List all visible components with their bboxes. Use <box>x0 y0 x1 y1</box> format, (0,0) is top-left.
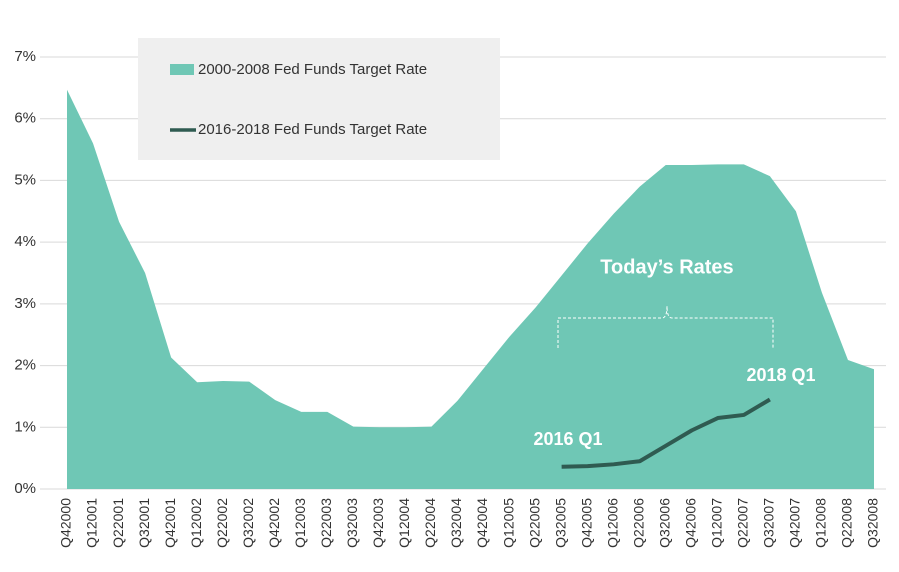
y-tick-label: 4% <box>14 233 36 250</box>
y-tick-label: 1% <box>14 418 36 435</box>
x-tick-label: Q22003 <box>318 498 334 548</box>
legend-label: 2000-2008 Fed Funds Target Rate <box>198 61 427 78</box>
x-tick-label: Q42005 <box>578 498 594 548</box>
x-tick-label: Q32001 <box>136 498 152 548</box>
x-tick-label: Q12001 <box>84 498 100 548</box>
legend-box <box>138 38 500 160</box>
x-tick-label: Q22007 <box>735 498 751 548</box>
annotation: Today’s Rates <box>600 256 733 278</box>
annotation: 2018 Q1 <box>746 365 815 385</box>
legend-label: 2016-2018 Fed Funds Target Rate <box>198 121 427 138</box>
y-tick-label: 0% <box>14 480 36 497</box>
x-tick-label: Q32005 <box>552 498 568 548</box>
y-tick-label: 6% <box>14 110 36 127</box>
x-tick-label: Q22008 <box>839 498 855 548</box>
x-tick-label: Q12004 <box>396 498 412 548</box>
x-tick-label: Q42002 <box>266 498 282 548</box>
x-tick-label: Q12007 <box>709 498 725 548</box>
x-tick-label: Q42004 <box>474 498 490 548</box>
x-tick-label: Q22001 <box>110 498 126 548</box>
y-tick-label: 2% <box>14 357 36 374</box>
x-tick-label: Q22002 <box>214 498 230 548</box>
marks <box>67 89 874 490</box>
x-tick-label: Q32007 <box>761 498 777 548</box>
area <box>67 89 874 490</box>
x-tick-label: Q12005 <box>500 498 516 548</box>
line <box>561 397 771 469</box>
y-tick-label: 7% <box>14 48 36 65</box>
x-tick-label: Q22006 <box>630 498 646 548</box>
x-tick-label: Q12006 <box>604 498 620 548</box>
y-tick-label: 5% <box>14 171 36 188</box>
x-tick-label: Q42001 <box>162 498 178 548</box>
x-tick-label: Q12003 <box>292 498 308 548</box>
x-tick-label: Q32003 <box>344 498 360 548</box>
x-tick-label: Q32008 <box>865 498 881 548</box>
x-tick-label: Q32004 <box>448 498 464 548</box>
x-tick-label: Q12008 <box>813 498 829 548</box>
x-tick-label: Q32002 <box>240 498 256 548</box>
x-tick-label: Q42003 <box>370 498 386 548</box>
x-tick-label: Q22005 <box>526 498 542 548</box>
legend-swatch <box>170 64 194 75</box>
bracket <box>557 305 774 348</box>
x-tick-label: Q42007 <box>787 498 803 548</box>
x-tick-label: Q42006 <box>682 498 698 548</box>
y-tick-label: 3% <box>14 295 36 312</box>
annotation: 2016 Q1 <box>533 429 602 449</box>
x-tick-label: Q42000 <box>58 498 74 548</box>
x-tick-label: Q32006 <box>656 498 672 548</box>
x-tick-label: Q22004 <box>422 498 438 548</box>
x-tick-label: Q12002 <box>188 498 204 548</box>
